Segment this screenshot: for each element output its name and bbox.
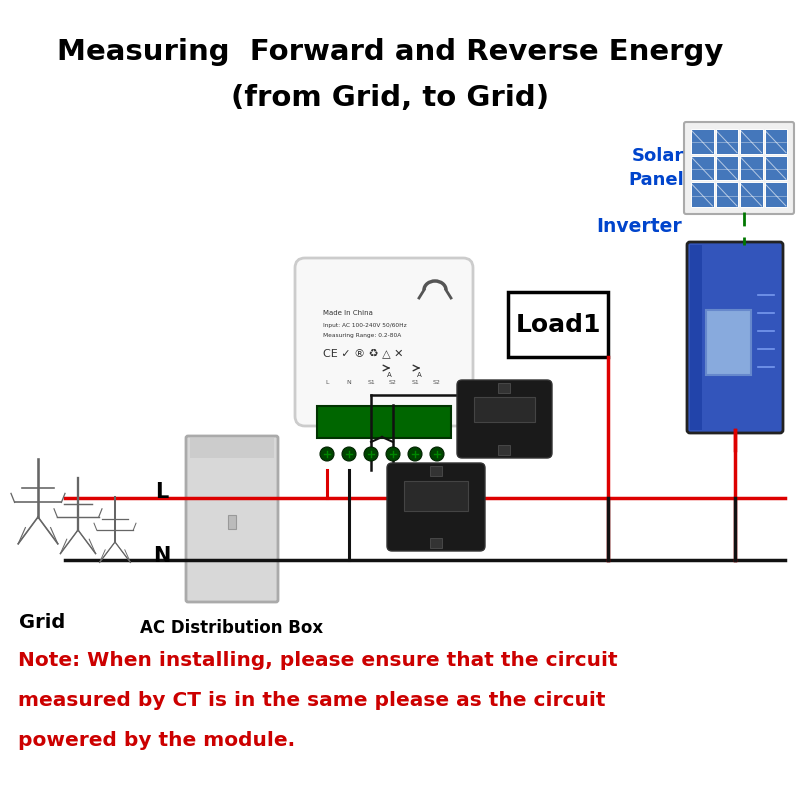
Text: A: A bbox=[386, 372, 391, 378]
Bar bbox=[715, 182, 738, 207]
Bar bbox=[498, 445, 510, 455]
Bar bbox=[765, 156, 787, 180]
FancyBboxPatch shape bbox=[295, 258, 473, 426]
Bar bbox=[765, 182, 787, 207]
Text: Input: AC 100-240V 50/60Hz: Input: AC 100-240V 50/60Hz bbox=[323, 322, 406, 327]
Text: Note: When installing, please ensure that the circuit: Note: When installing, please ensure tha… bbox=[18, 650, 618, 670]
Text: powered by the module.: powered by the module. bbox=[18, 730, 295, 750]
Bar bbox=[715, 129, 738, 154]
Bar bbox=[404, 482, 468, 511]
Bar bbox=[474, 397, 535, 422]
Circle shape bbox=[364, 447, 378, 461]
Text: Measuring  Forward and Reverse Energy: Measuring Forward and Reverse Energy bbox=[57, 38, 723, 66]
Text: S1: S1 bbox=[411, 379, 419, 385]
Bar bbox=[508, 292, 608, 357]
Text: measured by CT is in the same please as the circuit: measured by CT is in the same please as … bbox=[18, 690, 606, 710]
Bar bbox=[690, 245, 702, 430]
Bar bbox=[691, 182, 714, 207]
Bar bbox=[190, 438, 274, 458]
FancyBboxPatch shape bbox=[684, 122, 794, 214]
FancyBboxPatch shape bbox=[687, 242, 783, 433]
Text: Inverter: Inverter bbox=[596, 218, 682, 237]
Bar bbox=[715, 156, 738, 180]
Bar bbox=[740, 156, 762, 180]
Circle shape bbox=[320, 447, 334, 461]
Text: N: N bbox=[346, 379, 351, 385]
Text: Measuring Range: 0.2-80A: Measuring Range: 0.2-80A bbox=[323, 334, 402, 338]
Text: L: L bbox=[326, 379, 329, 385]
Circle shape bbox=[408, 447, 422, 461]
Bar bbox=[765, 129, 787, 154]
Bar bbox=[228, 515, 236, 529]
Bar bbox=[317, 406, 451, 438]
Bar bbox=[740, 182, 762, 207]
Text: Made In China: Made In China bbox=[323, 310, 373, 316]
Bar bbox=[691, 156, 714, 180]
Text: L: L bbox=[155, 482, 169, 502]
Circle shape bbox=[430, 447, 444, 461]
Text: S1: S1 bbox=[367, 379, 375, 385]
Text: A: A bbox=[417, 372, 422, 378]
Text: (from Grid, to Grid): (from Grid, to Grid) bbox=[231, 84, 549, 112]
FancyBboxPatch shape bbox=[457, 380, 552, 458]
Circle shape bbox=[342, 447, 356, 461]
Bar bbox=[691, 129, 714, 154]
Bar bbox=[706, 310, 751, 375]
Text: Solar
Panel: Solar Panel bbox=[628, 147, 684, 189]
Bar bbox=[430, 538, 442, 548]
Text: CE ✓ ® ♻ △ ✕: CE ✓ ® ♻ △ ✕ bbox=[323, 348, 403, 358]
Text: N: N bbox=[154, 546, 170, 566]
Text: Grid: Grid bbox=[19, 613, 65, 631]
Bar bbox=[430, 466, 442, 476]
Bar bbox=[740, 129, 762, 154]
Text: S2: S2 bbox=[433, 379, 441, 385]
FancyBboxPatch shape bbox=[387, 463, 485, 551]
Circle shape bbox=[386, 447, 400, 461]
Bar bbox=[498, 383, 510, 393]
Text: S2: S2 bbox=[389, 379, 397, 385]
FancyBboxPatch shape bbox=[186, 436, 278, 602]
Text: Load1: Load1 bbox=[515, 313, 601, 337]
Text: AC Distribution Box: AC Distribution Box bbox=[141, 619, 323, 637]
